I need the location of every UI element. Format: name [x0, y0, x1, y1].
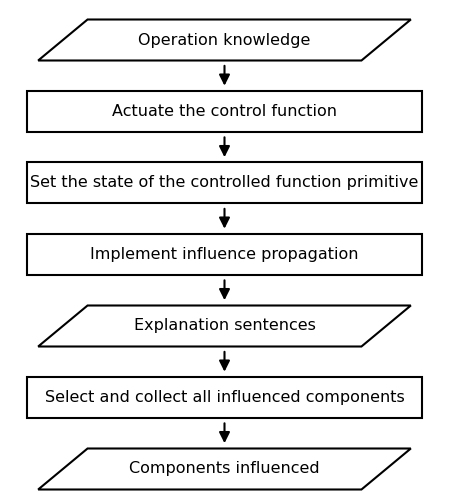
- Text: Set the state of the controlled function primitive: Set the state of the controlled function…: [31, 176, 418, 190]
- Text: Actuate the control function: Actuate the control function: [112, 104, 337, 119]
- Text: Components influenced: Components influenced: [129, 462, 320, 476]
- Text: Select and collect all influenced components: Select and collect all influenced compon…: [44, 390, 405, 405]
- Polygon shape: [38, 448, 411, 490]
- Bar: [27, 234, 422, 275]
- Text: Operation knowledge: Operation knowledge: [138, 32, 311, 48]
- Bar: [27, 162, 422, 203]
- Bar: [27, 377, 422, 418]
- Text: Implement influence propagation: Implement influence propagation: [90, 247, 359, 262]
- Polygon shape: [38, 306, 411, 346]
- Bar: [27, 91, 422, 132]
- Polygon shape: [38, 20, 411, 60]
- Text: Explanation sentences: Explanation sentences: [133, 318, 316, 334]
